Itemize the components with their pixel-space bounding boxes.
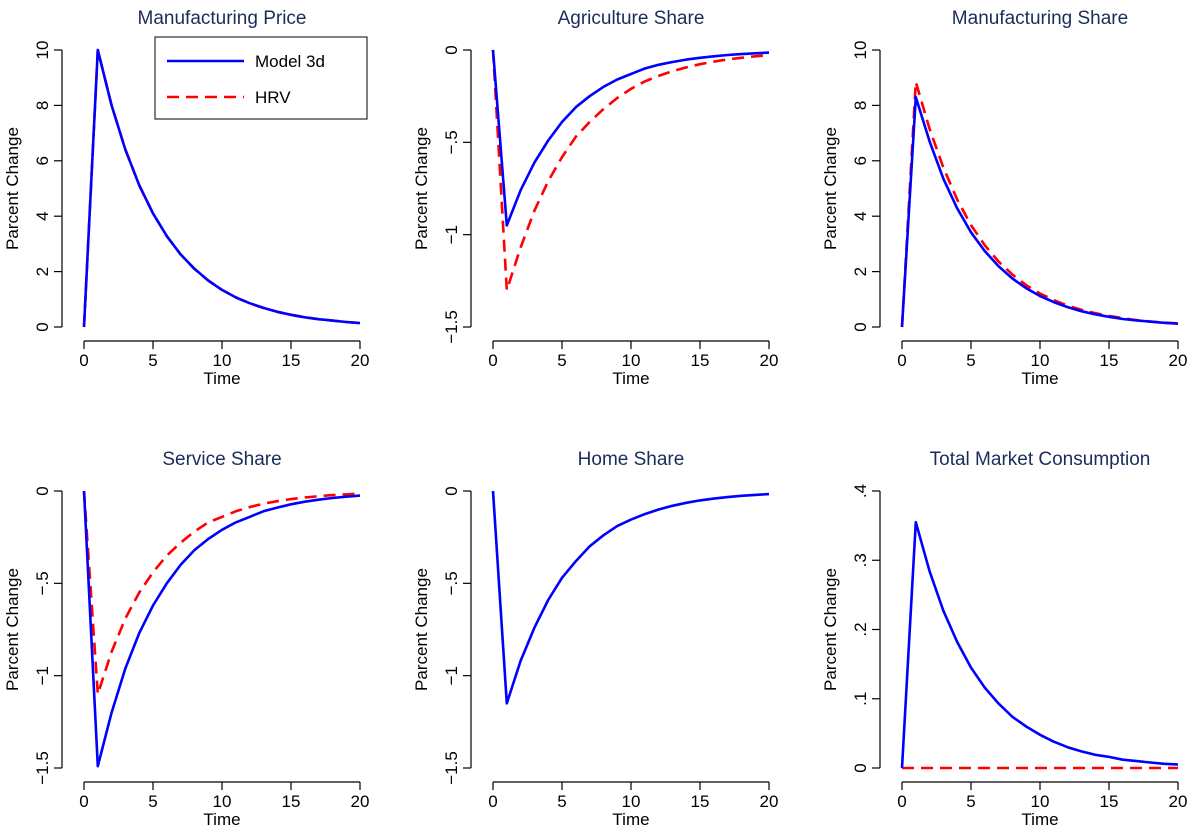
x-tick-label: 15 (1100, 792, 1119, 811)
x-axis-title: Time (203, 810, 240, 829)
y-axis-title: Parcent Change (3, 568, 22, 691)
x-tick-label: 0 (79, 351, 88, 370)
series-line-hrv (491, 49, 770, 292)
x-tick-label: 10 (1031, 792, 1050, 811)
x-tick-label: 15 (691, 792, 710, 811)
y-tick-label: −1.5 (442, 751, 461, 785)
y-axis-title: Parcent Change (412, 127, 431, 250)
x-tick-label: 10 (213, 792, 232, 811)
y-tick-label: .4 (851, 484, 870, 498)
panel-title: Home Share (578, 449, 685, 470)
panel-total-market-consumption: Total Market Consumption 0 .1 .2 .3 .4 0 5 10 15 2… (821, 449, 1187, 829)
series-line-model-3d (491, 49, 770, 227)
x-tick-label: 0 (79, 792, 88, 811)
x-tick-label: 15 (282, 351, 301, 370)
y-tick-label: 0 (33, 322, 52, 331)
x-tick-label: 20 (1169, 792, 1188, 811)
x-tick-label: 15 (282, 792, 301, 811)
x-tick-label: 5 (966, 792, 975, 811)
series-line-model-3d (82, 490, 361, 768)
y-tick-label: .1 (851, 692, 870, 706)
y-tick-label: 0 (851, 322, 870, 331)
y-tick-label: 10 (33, 41, 52, 60)
y-tick-label: −.5 (442, 130, 461, 154)
series-line-model-3d (900, 95, 1179, 328)
y-tick-label: −1 (442, 225, 461, 244)
x-tick-label: 0 (897, 351, 906, 370)
legend-label: HRV (255, 88, 291, 107)
y-tick-label: 10 (851, 41, 870, 60)
x-tick-label: 20 (351, 792, 370, 811)
y-tick-label: .2 (851, 622, 870, 636)
y-tick-label: −.5 (442, 571, 461, 595)
panel-service-share: Service Share −1.5 −1 −.5 0 0 5 10 15 20 Time Parce… (3, 449, 369, 829)
x-tick-label: 20 (1169, 351, 1188, 370)
x-axis-title: Time (612, 369, 649, 388)
x-tick-label: 5 (148, 792, 157, 811)
y-tick-label: 2 (851, 267, 870, 276)
x-tick-label: 0 (897, 792, 906, 811)
y-tick-label: 0 (851, 763, 870, 772)
y-tick-label: 4 (851, 211, 870, 220)
x-tick-label: 5 (148, 351, 157, 370)
x-tick-label: 5 (557, 792, 566, 811)
x-tick-label: 20 (760, 792, 779, 811)
y-tick-label: −1.5 (33, 751, 52, 785)
x-tick-label: 20 (351, 351, 370, 370)
x-tick-label: 0 (488, 792, 497, 811)
y-tick-label: .3 (851, 553, 870, 567)
y-tick-label: 0 (442, 45, 461, 54)
y-axis-title: Parcent Change (3, 127, 22, 250)
y-tick-label: 0 (33, 486, 52, 495)
legend-label: Model 3d (255, 52, 325, 71)
series-line-model-3d (900, 520, 1179, 769)
panel-title: Agriculture Share (558, 8, 705, 29)
series-line-model-3d (82, 48, 361, 328)
y-tick-label: 8 (851, 101, 870, 110)
x-tick-label: 15 (1100, 351, 1119, 370)
y-tick-label: 6 (33, 156, 52, 165)
y-tick-label: −1 (442, 666, 461, 685)
y-tick-label: 2 (33, 267, 52, 276)
y-tick-label: 0 (442, 486, 461, 495)
y-axis-title: Parcent Change (821, 568, 840, 691)
x-tick-label: 10 (1031, 351, 1050, 370)
y-axis-title: Parcent Change (821, 127, 840, 250)
panel-title: Service Share (162, 449, 281, 470)
x-axis-title: Time (612, 810, 649, 829)
x-tick-label: 20 (760, 351, 779, 370)
x-tick-label: 10 (622, 351, 641, 370)
series-line-hrv (900, 80, 1179, 328)
series-line-hrv (82, 490, 361, 696)
panel-title: Manufacturing Price (138, 8, 307, 29)
y-axis-title: Parcent Change (412, 568, 431, 691)
y-tick-label: −.5 (33, 571, 52, 595)
x-axis-title: Time (1021, 369, 1058, 388)
panel-manufacturing-price: Manufacturing Price 0 2 4 6 8 10 0 5 10 15 20 Time Pa… (3, 8, 369, 388)
y-tick-label: 4 (33, 211, 52, 220)
x-axis-title: Time (203, 369, 240, 388)
x-tick-label: 10 (213, 351, 232, 370)
y-tick-label: 6 (851, 156, 870, 165)
x-tick-label: 10 (622, 792, 641, 811)
x-tick-label: 5 (966, 351, 975, 370)
panel-title: Total Market Consumption (930, 449, 1151, 470)
x-tick-label: 5 (557, 351, 566, 370)
legend: Model 3d HRV (154, 36, 368, 120)
panel-manufacturing-share: Manufacturing Share 0 2 4 6 8 10 0 5 10 15 20 Time Pa… (821, 8, 1187, 388)
y-tick-label: 8 (33, 101, 52, 110)
panel-agriculture-share: Agriculture Share −1.5 −1 −.5 0 0 5 10 15 20 Time P… (412, 8, 778, 388)
x-tick-label: 0 (488, 351, 497, 370)
panel-title: Manufacturing Share (952, 8, 1128, 29)
x-axis-title: Time (1021, 810, 1058, 829)
x-tick-label: 15 (691, 351, 710, 370)
legend-box (154, 36, 368, 120)
y-tick-label: −1 (33, 666, 52, 685)
panel-home-share: Home Share −1.5 −1 −.5 0 0 5 10 15 20 Time Parcent … (412, 449, 778, 829)
series-line-model-3d (491, 490, 770, 705)
y-tick-label: −1.5 (442, 310, 461, 344)
